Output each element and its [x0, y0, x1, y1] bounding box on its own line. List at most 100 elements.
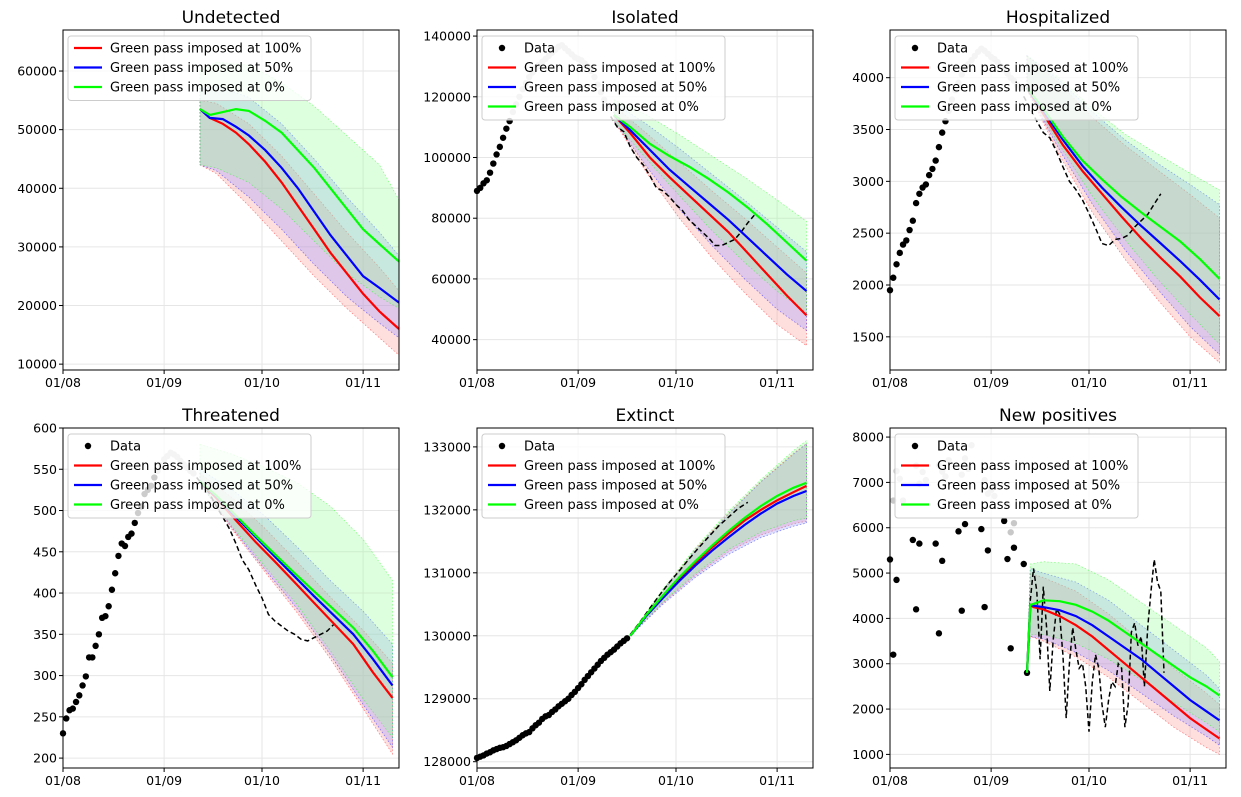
y-tick-label: 4000: [852, 70, 884, 85]
x-tick-label: 01/08: [459, 773, 495, 788]
x-tick-label: 01/10: [658, 375, 694, 390]
data-point: [939, 558, 945, 564]
legend-label: Green pass imposed at 50%: [110, 61, 293, 76]
data-point: [1021, 561, 1027, 567]
y-tick-label: 5000: [852, 566, 884, 581]
chart-panel: Threatened 01/08 01/09 01/10 01/11 200 250 300 3…: [33, 406, 399, 788]
data-point: [890, 651, 896, 657]
data-point: [487, 169, 493, 175]
y-tick-label: 2000: [852, 702, 884, 717]
y-tick-label: 200: [33, 751, 57, 766]
y-tick-label: 80000: [431, 211, 471, 226]
y-tick-label: 40000: [431, 332, 471, 347]
legend-label: Green pass imposed at 0%: [937, 100, 1112, 115]
x-tick-label: 01/09: [560, 773, 596, 788]
legend-label: Green pass imposed at 100%: [937, 459, 1128, 474]
x-tick-label: 01/08: [872, 375, 908, 390]
x-tick-label: 01/08: [459, 375, 495, 390]
y-tick-label: 4000: [852, 611, 884, 626]
legend-label: Green pass imposed at 100%: [524, 61, 715, 76]
y-tick-label: 50000: [17, 122, 57, 137]
chart-panel: Isolated01/08 01/09 01/10 01/11400006000080…: [423, 8, 813, 390]
y-tick-label: 2000: [852, 278, 884, 293]
data-point: [1004, 556, 1010, 562]
x-tick-label: 01/09: [973, 773, 1009, 788]
data-point: [932, 540, 938, 546]
data-point: [63, 715, 69, 721]
data-point: [102, 613, 108, 619]
data-point: [926, 172, 932, 178]
x-tick-label: 01/11: [759, 375, 795, 390]
x-tick-label: 01/10: [244, 375, 280, 390]
legend-label: Green pass imposed at 0%: [524, 498, 699, 513]
data-point-muted: [1011, 520, 1017, 526]
chart-title: Threatened: [181, 406, 280, 426]
y-tick-label: 2500: [852, 226, 884, 241]
chart-title: New positives: [999, 406, 1117, 426]
legend-label: Green pass imposed at 0%: [524, 100, 699, 115]
y-tick-label: 60000: [431, 271, 471, 286]
y-tick-label: 7000: [852, 475, 884, 490]
y-tick-label: 400: [33, 586, 57, 601]
y-tick-label: 300: [33, 668, 57, 683]
legend-marker-data: [499, 45, 505, 51]
x-tick-label: 01/11: [759, 773, 795, 788]
data-point: [916, 191, 922, 197]
data-point: [936, 630, 942, 636]
y-tick-label: 500: [33, 503, 57, 518]
data-point: [96, 631, 102, 637]
y-tick-label: 3000: [852, 656, 884, 671]
data-point: [92, 643, 98, 649]
x-tick-label: 01/09: [560, 375, 596, 390]
y-tick-label: 130000: [423, 628, 471, 643]
data-point: [893, 577, 899, 583]
chart-panel: Extinct 01/08 01/09 01/10 01/11 128000 129000 1…: [423, 406, 813, 788]
y-tick-label: 1500: [852, 329, 884, 344]
x-tick-label: 01/08: [872, 773, 908, 788]
legend-label: Green pass imposed at 100%: [937, 61, 1128, 76]
chart-title: Undetected: [182, 8, 281, 28]
x-tick-label: 01/11: [345, 773, 381, 788]
y-tick-label: 128000: [423, 754, 471, 769]
legend-label: Green pass imposed at 50%: [937, 479, 1120, 494]
x-tick-label: 01/11: [345, 375, 381, 390]
y-tick-label: 600: [33, 421, 57, 436]
data-point: [932, 157, 938, 163]
y-tick-label: 60000: [17, 64, 57, 79]
chart-panel: Hospitalized01/08 01/09 01/10 01/1115002000…: [852, 8, 1226, 390]
x-tick-label: 01/10: [1071, 773, 1107, 788]
x-tick-label: 01/09: [146, 375, 182, 390]
data-point: [70, 705, 76, 711]
data-point: [1007, 645, 1013, 651]
y-tick-label: 133000: [423, 439, 471, 454]
x-tick-label: 01/08: [45, 773, 81, 788]
data-point: [115, 553, 121, 559]
y-tick-label: 550: [33, 462, 57, 477]
legend-label: Data: [524, 42, 555, 57]
y-tick-label: 350: [33, 627, 57, 642]
legend-label: Green pass imposed at 0%: [937, 498, 1112, 513]
y-tick-label: 450: [33, 544, 57, 559]
data-point: [76, 692, 82, 698]
legend-label: Green pass imposed at 50%: [110, 479, 293, 494]
data-point: [923, 181, 929, 187]
legend-marker-data: [912, 45, 918, 51]
y-tick-label: 100000: [423, 150, 471, 165]
data-point: [929, 166, 935, 172]
y-tick-label: 6000: [852, 520, 884, 535]
y-tick-label: 131000: [423, 565, 471, 580]
legend-label: Green pass imposed at 100%: [110, 42, 301, 57]
data-point: [913, 606, 919, 612]
y-tick-label: 3000: [852, 174, 884, 189]
y-tick-label: 140000: [423, 29, 471, 44]
legend-label: Data: [110, 440, 141, 455]
data-point: [624, 635, 630, 641]
data-point: [906, 227, 912, 233]
data-point: [985, 547, 991, 553]
data-point: [913, 200, 919, 206]
data-point: [484, 177, 490, 183]
data-point: [490, 160, 496, 166]
legend-label: Green pass imposed at 0%: [110, 81, 285, 96]
x-tick-label: 01/11: [1172, 375, 1208, 390]
